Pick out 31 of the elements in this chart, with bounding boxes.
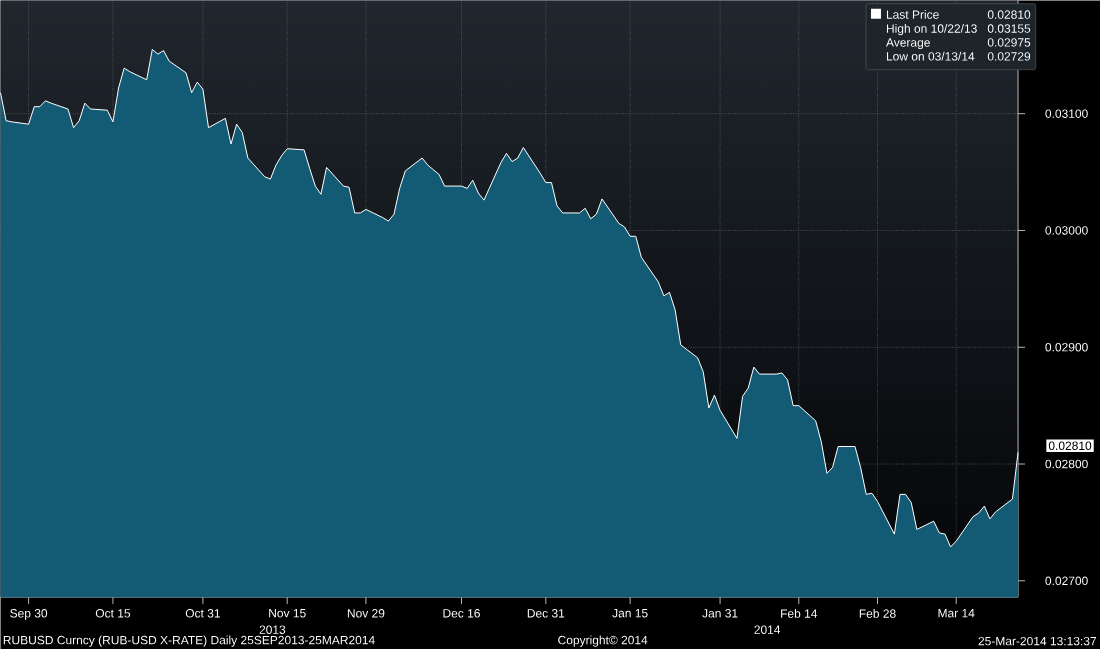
x-tick-label: Dec 31 (527, 608, 565, 618)
x-tick-label: Oct 31 (185, 608, 220, 618)
y-tick-label: 0.03100 (1045, 109, 1088, 118)
y-tick-label: 0.02900 (1045, 342, 1088, 352)
annotation: Low on 03/13/14 (886, 51, 975, 61)
annotation: 0.03155 (987, 24, 1031, 33)
annotation: 0.02729 (987, 52, 1031, 61)
y-tick-label: 0.03000 (1045, 226, 1088, 235)
annotation: 0.02810 (987, 10, 1031, 19)
y-tick-label: 0.02700 (1045, 576, 1088, 585)
annotation: 0.02810 (1048, 441, 1092, 450)
annotation: Average (886, 38, 930, 50)
text: 2014 (754, 625, 781, 634)
text: Copyright© 2014 (558, 635, 648, 647)
annotation: 0.02975 (987, 38, 1031, 47)
x-tick-label: Sep 30 (10, 608, 48, 620)
annotation: High on 10/22/13 (886, 23, 977, 36)
text: 25-Mar-2014 13:13:37 (978, 636, 1097, 646)
x-tick-label: Nov 29 (347, 608, 385, 618)
x-tick-label: Mar 14 (938, 608, 975, 618)
x-tick-label: Feb 14 (781, 608, 818, 618)
x-tick-label: Jan 31 (702, 608, 738, 618)
legend-label: Last Price (886, 9, 939, 19)
x-tick-label: Dec 16 (443, 608, 480, 618)
y-tick-label: 0.02800 (1045, 459, 1088, 469)
x-tick-label: Nov 15 (269, 608, 306, 618)
text: 2013 (259, 625, 286, 634)
text: RUBUSD Curncy (RUB-USD X-RATE) Daily 25SEP2013-25MAR2014 (3, 635, 375, 647)
x-tick-label: Feb 28 (859, 608, 896, 618)
x-tick-label: Jan 15 (612, 608, 648, 618)
x-tick-label: Oct 15 (95, 608, 131, 618)
